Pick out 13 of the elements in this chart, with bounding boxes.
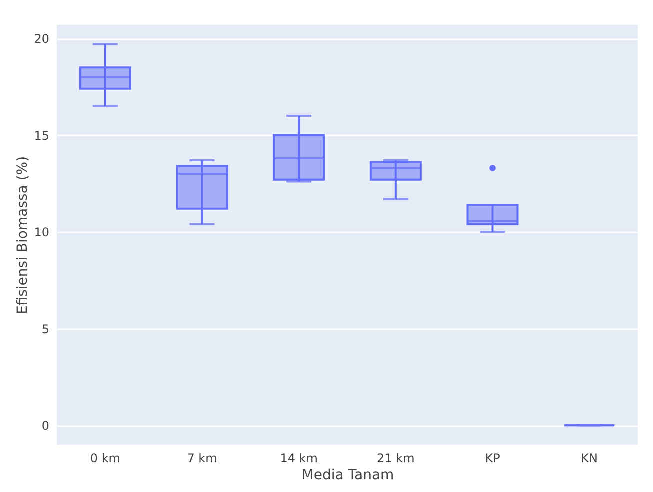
x-tick-label: 0 km	[90, 452, 120, 466]
x-axis-title: Media Tanam	[302, 468, 394, 484]
x-tick-label: 14 km	[280, 452, 318, 466]
x-tick-label: 7 km	[187, 452, 218, 466]
y-tick-label: 10	[34, 226, 50, 240]
y-axis-title: Efisiensi Biomassa (%)	[15, 156, 32, 315]
x-tick-label: KP	[485, 452, 500, 466]
y-tick-label: 5	[42, 322, 50, 336]
x-tick-label: 21 km	[377, 452, 415, 466]
y-tick-label: 15	[34, 128, 50, 143]
y-tick-label: 20	[34, 32, 50, 46]
y-tick-label: 0	[42, 419, 50, 434]
x-tick-label: KN	[581, 452, 598, 466]
